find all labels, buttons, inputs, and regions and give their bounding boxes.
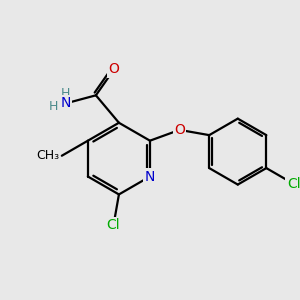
Text: H: H	[61, 87, 70, 100]
Text: N: N	[60, 97, 70, 110]
Text: H: H	[49, 100, 58, 113]
Text: O: O	[174, 123, 185, 137]
Text: CH₃: CH₃	[36, 149, 59, 162]
Text: O: O	[109, 62, 119, 76]
Text: N: N	[145, 169, 155, 184]
Text: Cl: Cl	[106, 218, 120, 233]
Text: Cl: Cl	[287, 177, 300, 191]
